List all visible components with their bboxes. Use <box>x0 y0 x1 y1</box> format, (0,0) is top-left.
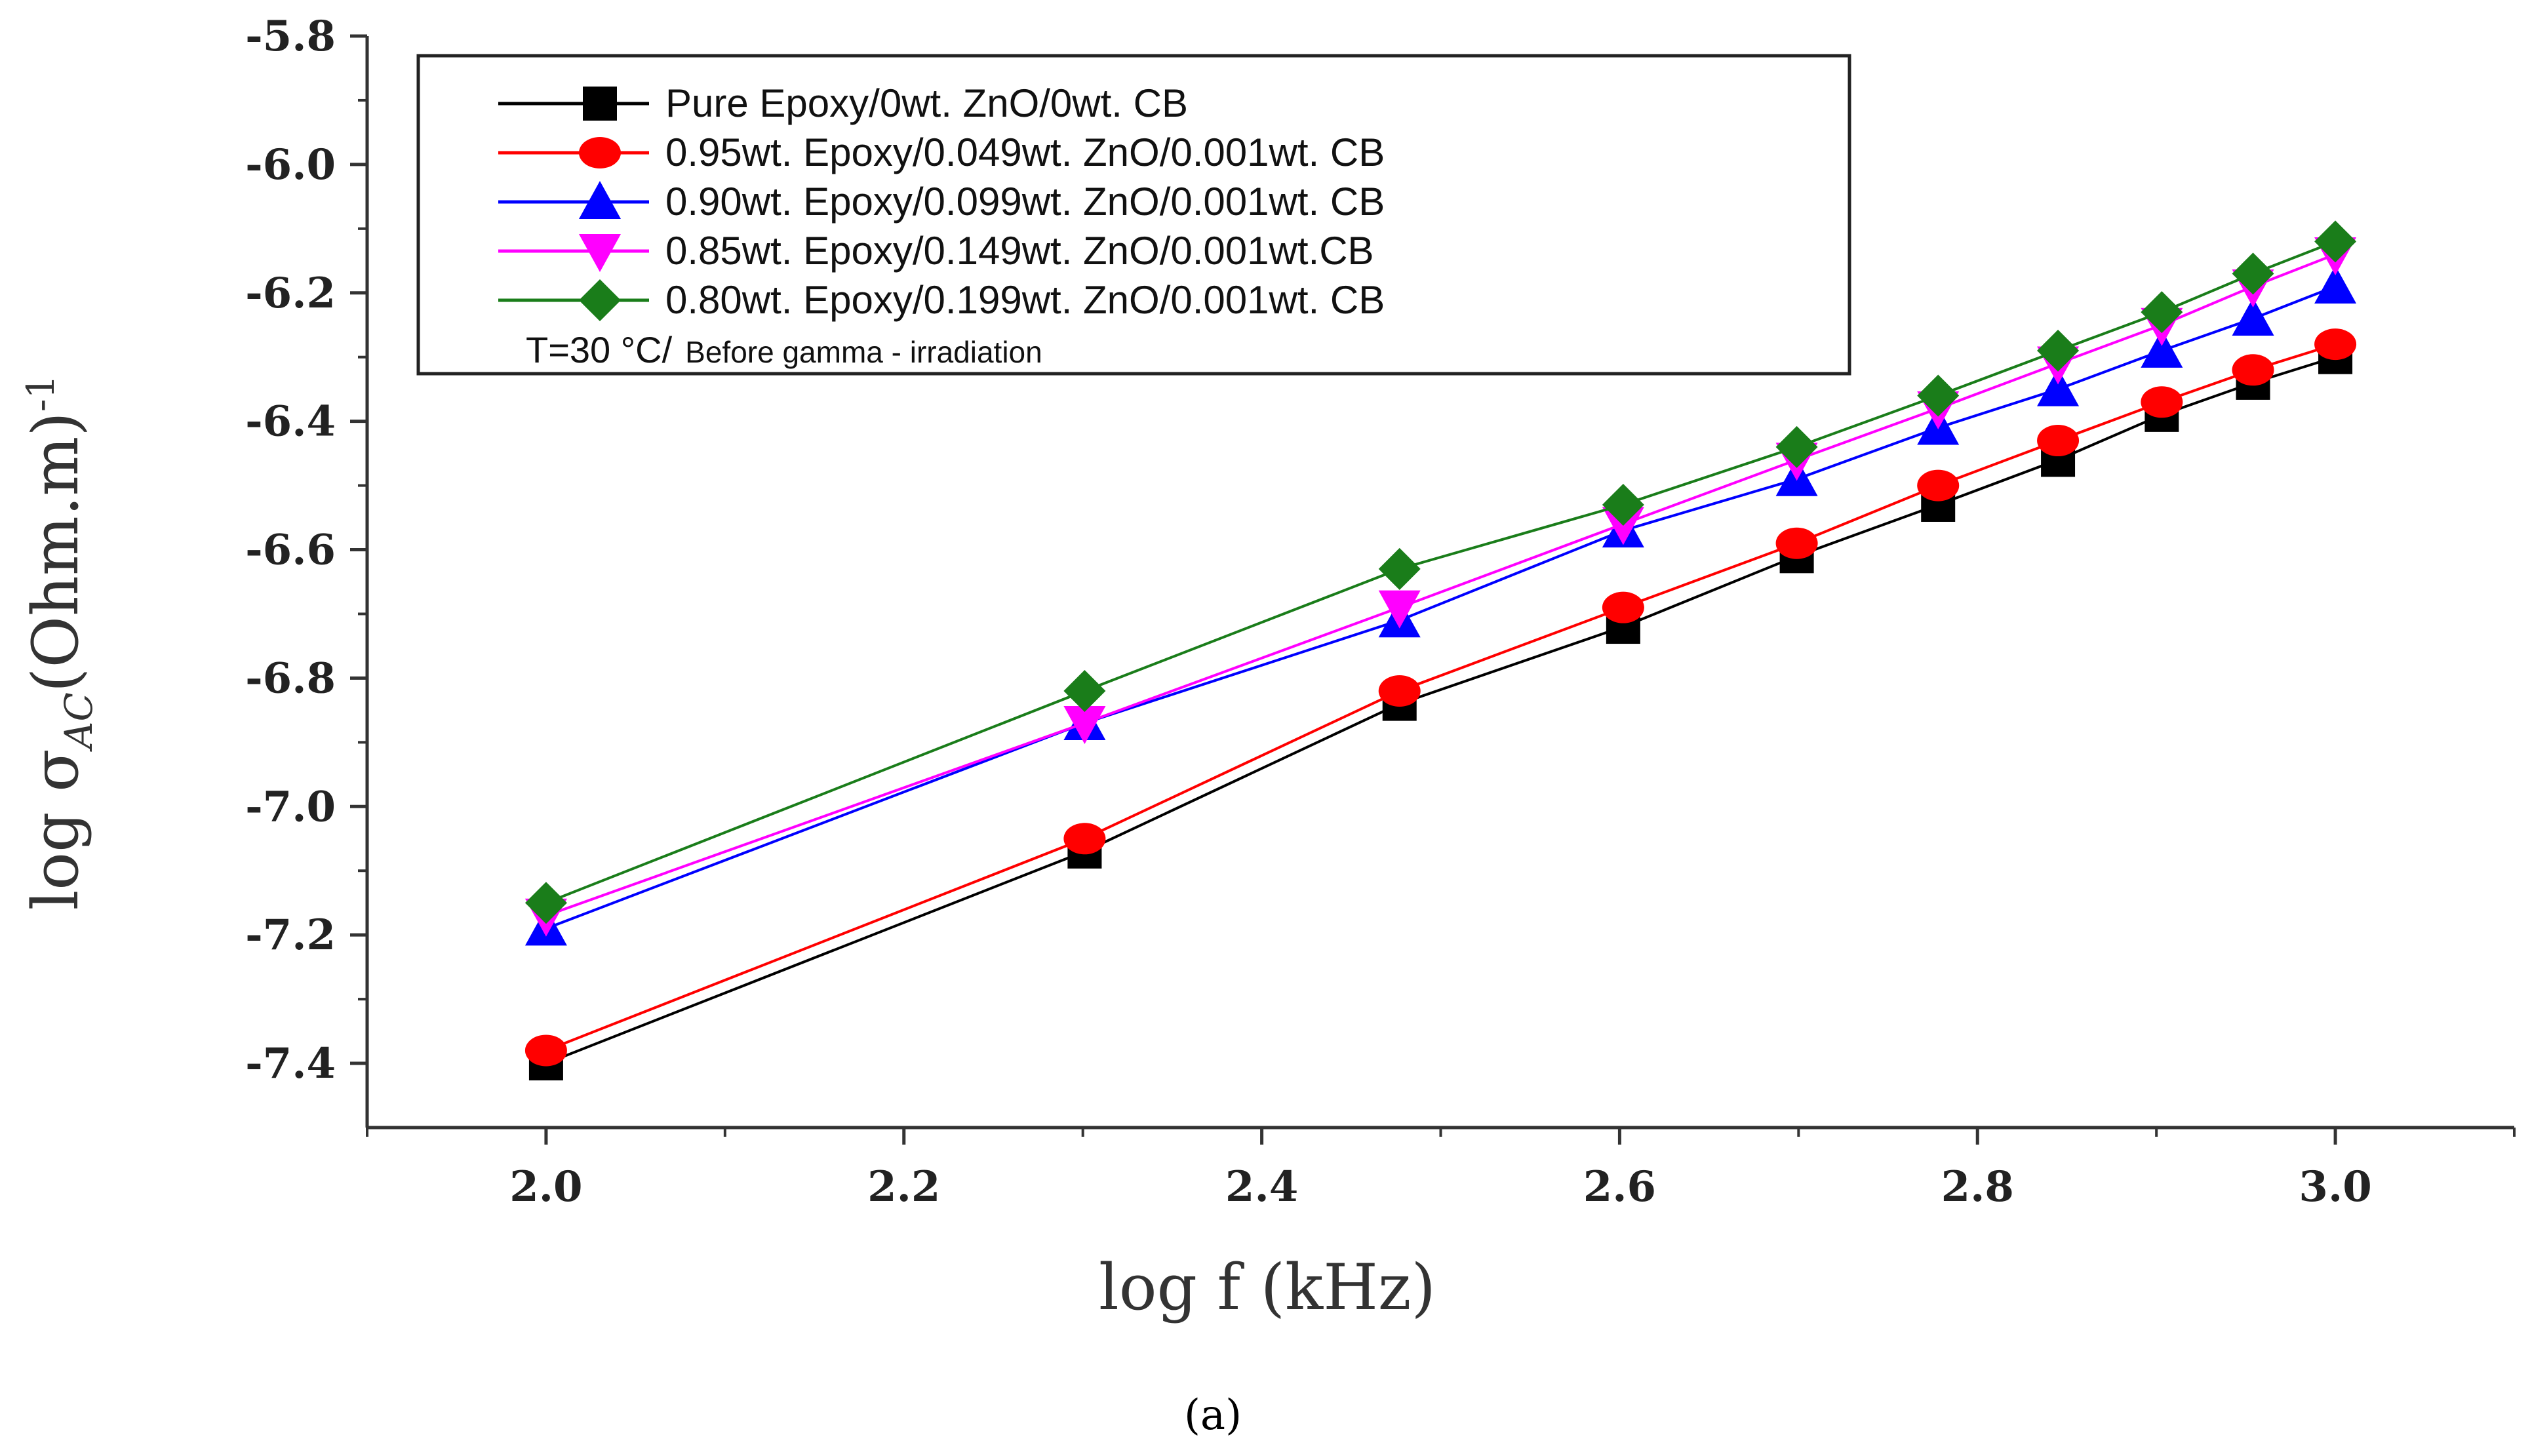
legend-marker <box>579 137 621 168</box>
legend-marker <box>579 234 621 272</box>
legend-label: 0.95wt. Epoxy/0.049wt. ZnO/0.001wt. CB <box>665 130 1385 174</box>
series-layer <box>524 220 2357 1081</box>
data-point <box>1917 374 1960 417</box>
data-point <box>2314 328 2357 361</box>
legend-entry: 0.95wt. Epoxy/0.049wt. ZnO/0.001wt. CB <box>498 130 1385 174</box>
data-point <box>2037 329 2080 372</box>
y-tick-label: -7.0 <box>245 782 336 831</box>
data-point <box>2037 368 2080 406</box>
legend-note-condition: Before gamma - irradiation <box>685 335 1042 369</box>
series-line <box>545 240 2336 905</box>
series-line <box>545 253 2336 917</box>
data-point <box>1917 469 1960 502</box>
y-tick-label: -7.4 <box>245 1039 336 1088</box>
legend-note-temperature: T=30 °C/ <box>526 329 673 370</box>
y-axis-title-main: log σ <box>19 749 92 910</box>
series-2 <box>524 328 2357 1067</box>
data-point <box>2141 386 2183 418</box>
data-point <box>1378 547 1421 590</box>
series-line <box>545 355 2336 1065</box>
y-tick-label: -6.0 <box>245 140 336 189</box>
series-5 <box>524 220 2357 924</box>
legend-note: T=30 °C/Before gamma - irradiation <box>526 329 1042 370</box>
legend-entry: 0.85wt. Epoxy/0.149wt. ZnO/0.001wt.CB <box>498 229 1374 273</box>
y-axis-title-unit: (Ohm.m) <box>19 412 92 692</box>
x-tick-label: 2.0 <box>509 1162 582 1211</box>
data-point <box>2037 425 2080 457</box>
series-line <box>545 285 2336 930</box>
y-tick-label: -6.2 <box>245 269 336 318</box>
legend-items: Pure Epoxy/0wt. ZnO/0wt. CB 0.95wt. Epoxy… <box>498 81 1385 322</box>
legend-marker <box>579 279 621 321</box>
data-point <box>1602 507 1644 545</box>
data-point <box>2314 265 2357 304</box>
y-axis-title-subscript: AC <box>56 692 101 752</box>
series-line <box>545 343 2336 1052</box>
x-axis-title: log f (kHz) <box>1099 1251 1436 1324</box>
x-tick-label: 2.2 <box>867 1162 940 1211</box>
legend-label: 0.90wt. Epoxy/0.099wt. ZnO/0.001wt. CB <box>665 180 1385 224</box>
data-point <box>524 882 567 924</box>
data-point <box>1775 527 1818 559</box>
legend-label: 0.85wt. Epoxy/0.149wt. ZnO/0.001wt.CB <box>665 229 1374 273</box>
data-point <box>1063 705 1106 744</box>
data-point <box>524 1034 567 1067</box>
y-tick-label: -7.2 <box>245 911 336 960</box>
data-point <box>2141 329 2183 368</box>
y-tick-label: -5.8 <box>245 12 336 61</box>
data-point <box>1602 591 1644 623</box>
series-1 <box>528 340 2353 1081</box>
data-point <box>1602 483 1644 526</box>
panel-label: (a) <box>1184 1391 1242 1440</box>
data-point <box>1063 823 1106 855</box>
x-tick-label: 2.4 <box>1225 1162 1298 1211</box>
y-axis-title: log σAC(Ohm.m)-1 <box>18 375 101 911</box>
legend-entry: 0.80wt. Epoxy/0.199wt. ZnO/0.001wt. CB <box>498 278 1385 322</box>
y-tick-label: -6.6 <box>245 526 336 575</box>
legend-entry: 0.90wt. Epoxy/0.099wt. ZnO/0.001wt. CB <box>498 180 1385 224</box>
data-point <box>2232 354 2274 386</box>
data-point <box>2232 252 2274 295</box>
y-tick-label: -6.8 <box>245 654 336 703</box>
legend-label: Pure Epoxy/0wt. ZnO/0wt. CB <box>665 81 1188 125</box>
data-point <box>2141 291 2183 334</box>
data-point <box>2232 297 2274 336</box>
data-point <box>2314 220 2357 263</box>
y-tick-label: -6.4 <box>245 397 336 446</box>
data-point <box>1378 590 1421 629</box>
legend-frame <box>416 54 1851 376</box>
x-tick-label: 3.0 <box>2299 1162 2371 1211</box>
x-tick-label: 2.6 <box>1583 1162 1656 1211</box>
legend-marker <box>583 87 617 121</box>
data-point <box>1378 675 1421 707</box>
legend: Pure Epoxy/0wt. ZnO/0wt. CB 0.95wt. Epoxy… <box>416 54 1851 376</box>
x-tick-label: 2.8 <box>1941 1162 2014 1211</box>
data-point <box>1775 425 1818 468</box>
legend-entry: Pure Epoxy/0wt. ZnO/0wt. CB <box>498 81 1188 125</box>
axes: -5.8 -6.0 -6.2 -6.4 -6.6 -6.8 -7.0 -7.2 -7.4 2.0 2… <box>245 12 2516 1211</box>
legend-marker <box>579 181 621 219</box>
data-point <box>1063 670 1106 712</box>
y-axis-title-superscript: -1 <box>18 375 63 412</box>
legend-label: 0.80wt. Epoxy/0.199wt. ZnO/0.001wt. CB <box>665 278 1385 322</box>
